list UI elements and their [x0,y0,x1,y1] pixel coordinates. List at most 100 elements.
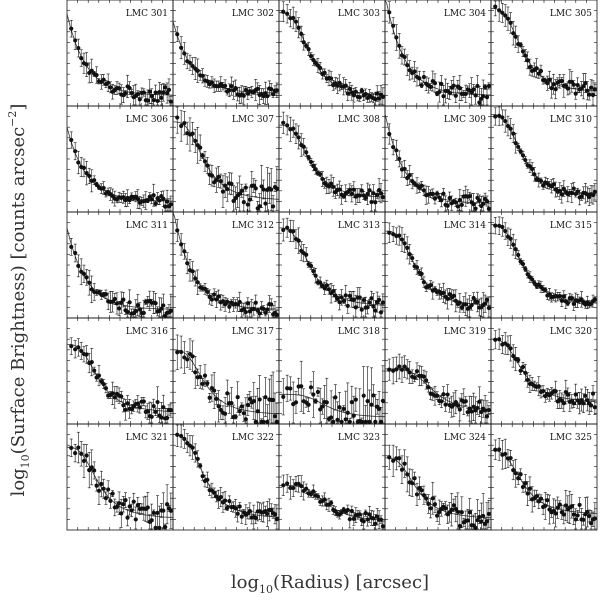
panel-lmc-314: LMC 314 [384,211,492,319]
data-point [577,400,582,406]
data-point [114,301,120,306]
data-point [575,82,580,88]
data-point [175,115,180,120]
data-point [486,206,491,211]
data-point [87,280,92,285]
data-point [175,432,180,437]
data-point [92,178,97,183]
data-point [329,415,334,420]
data-point [337,187,342,192]
data-point [405,367,410,372]
data-point [565,301,570,306]
data-point [76,345,81,350]
fit-curve [385,230,492,306]
data-point [590,391,596,396]
data-point [308,385,314,390]
data-point [159,95,164,101]
data-point [565,86,570,91]
data-point [291,15,296,21]
data-point [153,90,158,95]
data-point [559,192,564,197]
data-point [493,337,498,342]
data-point [218,178,223,184]
data-point [223,411,228,416]
data-point [441,94,446,99]
data-point [149,197,154,202]
panel-lmc-315: LMC 315 [490,211,598,319]
data-point [475,83,480,89]
data-point [483,84,488,90]
data-point [484,297,490,303]
data-point [457,86,462,91]
data-point [361,393,366,398]
data-point [331,184,336,189]
data-point [347,187,352,192]
data-point [481,201,486,206]
data-point [243,87,248,93]
data-point [475,405,480,411]
data-point [380,194,385,200]
data-point [193,370,198,375]
data-point [269,87,274,92]
data-point [377,188,382,193]
data-point [443,402,448,407]
data-point [471,404,476,409]
data-point [96,373,102,378]
data-point [569,190,574,196]
data-point [190,131,195,136]
data-point [151,193,156,198]
data-point [387,131,392,137]
data-point [123,407,128,412]
data-point [571,301,576,306]
data-point [73,347,78,352]
data-point [484,414,490,419]
data-point [589,403,594,408]
data-point [538,178,544,183]
panel-lmc-302: LMC 302 [172,0,280,107]
panel-label: LMC 321 [126,433,168,443]
data-point [205,289,210,294]
data-point [175,350,180,355]
data-point [318,65,323,71]
data-point [207,395,212,400]
data-point [225,505,230,511]
data-point [313,399,318,404]
data-point [543,287,548,292]
data-point [263,201,268,206]
data-point [225,391,230,396]
panel-label: LMC 320 [550,327,592,337]
data-point [397,156,402,161]
data-point [179,123,184,129]
data-point [281,483,286,488]
data-point [417,76,422,81]
data-point [233,414,238,419]
data-point [200,73,205,78]
fit-curve [67,446,174,518]
data-point [245,202,250,207]
data-point [505,16,511,21]
data-point [157,89,162,95]
data-point [477,198,482,203]
data-point [592,405,597,410]
data-point [112,296,117,302]
panel-label: LMC 322 [232,433,274,443]
data-point [387,230,392,235]
data-point [345,303,350,309]
panel-label: LMC 308 [338,115,380,125]
data-point [101,77,106,82]
data-point [523,266,528,272]
data-point [453,298,458,303]
data-point [421,279,427,285]
data-point [419,271,424,276]
data-point [299,483,304,489]
data-point [579,194,584,199]
data-point [463,399,468,404]
data-point [261,306,266,311]
data-point [304,252,309,257]
data-point [182,249,187,254]
panel-label: LMC 312 [232,221,274,231]
panel-lmc-301: LMC 301 [66,0,174,107]
data-point [397,43,402,48]
data-point [435,393,440,398]
data-point [263,310,268,315]
